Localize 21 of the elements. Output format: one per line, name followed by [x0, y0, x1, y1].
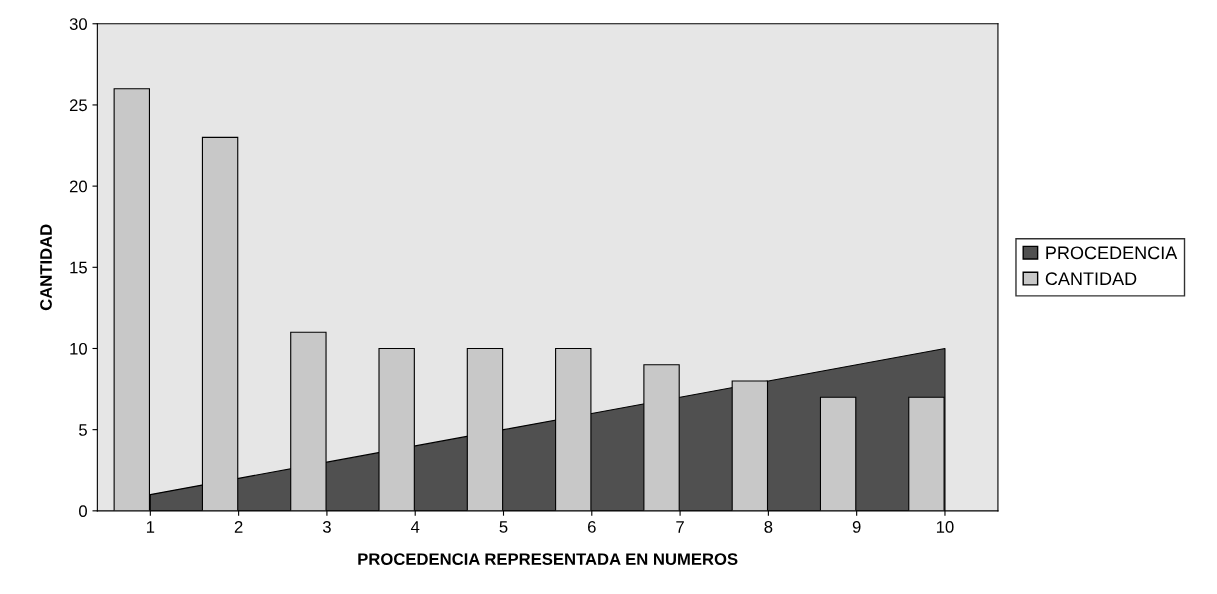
- x-tick-label: 5: [499, 521, 508, 533]
- x-tick-label: 4: [410, 521, 420, 533]
- legend-label: CANTIDAD: [1045, 272, 1137, 286]
- x-tick-label: 3: [322, 521, 331, 533]
- y-tick-label: 20: [69, 180, 87, 193]
- x-tick-label: 10: [936, 521, 954, 533]
- y-tick-label: 0: [79, 505, 87, 518]
- x-tick-label: 9: [852, 521, 861, 533]
- legend-label: PROCEDENCIA: [1046, 246, 1178, 260]
- y-tick-label: 10: [70, 342, 87, 355]
- x-tick-label: 8: [764, 521, 773, 533]
- x-tick-label: 6: [588, 521, 596, 533]
- x-axis-title: PROCEDENCIA REPRESENTADA EN NUMEROS: [358, 553, 738, 566]
- x-tick-label: 2: [234, 521, 243, 533]
- x-tick-label: 1: [146, 521, 155, 533]
- y-tick-label: 5: [79, 424, 87, 436]
- x-tick-label: 7: [676, 521, 684, 533]
- y-tick-label: 25: [69, 99, 87, 112]
- y-tick-label: 15: [70, 261, 87, 274]
- y-axis-title: CANTIDAD: [40, 224, 52, 311]
- y-tick-label: 30: [69, 18, 87, 30]
